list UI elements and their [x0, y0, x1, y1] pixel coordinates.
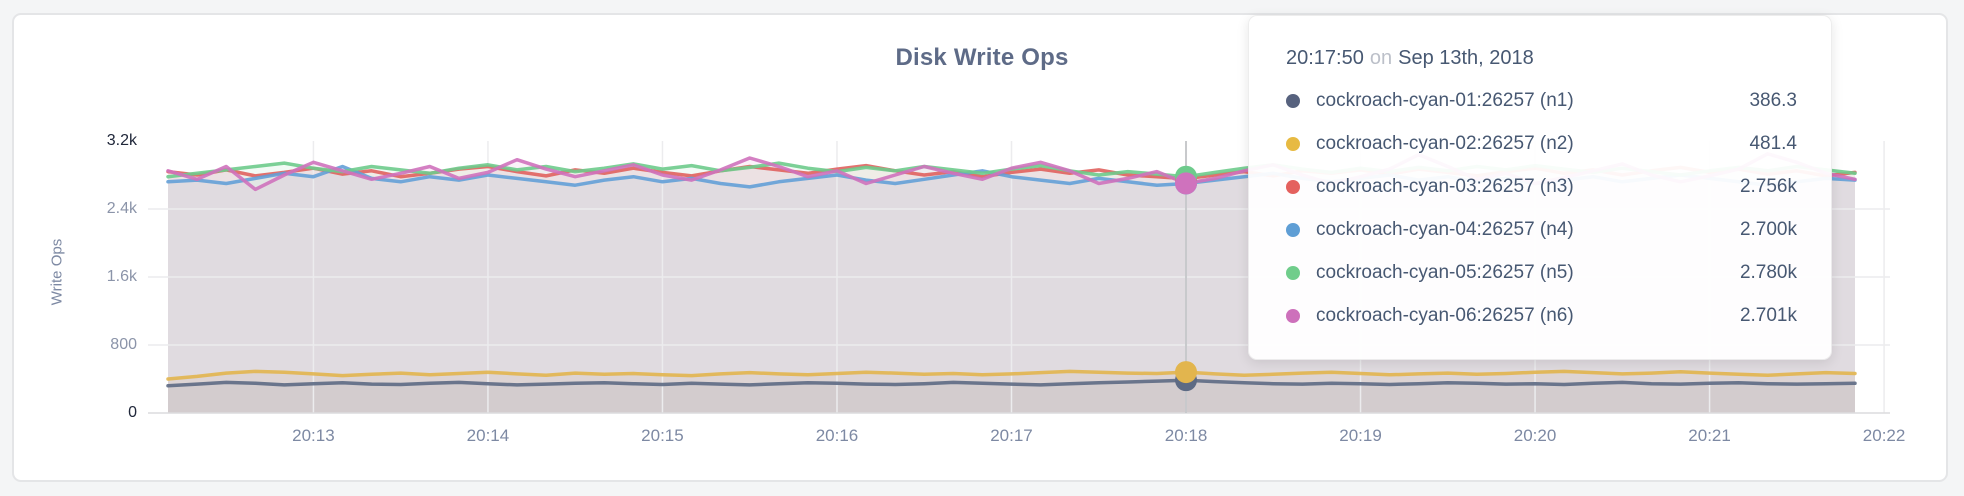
tooltip-series-value: 2.780k: [1739, 261, 1797, 283]
series-color-dot-icon: [1286, 222, 1300, 237]
x-tick-label: 20:14: [466, 426, 510, 445]
y-tick-label: 2.4k: [106, 200, 137, 217]
tooltip-time: 20:17:50: [1286, 47, 1364, 69]
tooltip-series-label: cockroach-cyan-03:26257 (n3): [1316, 175, 1574, 197]
tooltip-series-label: cockroach-cyan-06:26257 (n6): [1316, 304, 1574, 326]
tooltip-row: cockroach-cyan-01:26257 (n1) 386.3: [1249, 79, 1831, 122]
x-tick-label: 20:21: [1688, 426, 1731, 445]
tooltip-series-label: cockroach-cyan-02:26257 (n2): [1316, 132, 1574, 154]
tooltip-row: cockroach-cyan-04:26257 (n4) 2.700k: [1249, 208, 1831, 251]
series-color-dot-icon: [1286, 136, 1300, 151]
highlight-dot: [1175, 172, 1198, 195]
x-tick-label: 20:13: [292, 426, 335, 445]
tooltip-row: cockroach-cyan-03:26257 (n3) 2.756k: [1249, 165, 1831, 208]
y-tick-label: 3.2k: [106, 132, 137, 149]
y-tick-label: 0: [128, 404, 137, 421]
tooltip-series-label: cockroach-cyan-01:26257 (n1): [1316, 89, 1574, 111]
tooltip-series-label: cockroach-cyan-04:26257 (n4): [1316, 218, 1574, 240]
tooltip-on-word: on: [1369, 47, 1393, 69]
series-line: [166, 378, 1857, 388]
series-color-dot-icon: [1286, 179, 1300, 194]
chart-title: Disk Write Ops: [895, 44, 1069, 71]
tooltip-date: Sep 13th, 2018: [1398, 47, 1534, 69]
tooltip-series-value: 481.4: [1749, 132, 1797, 154]
x-tick-label: 20:18: [1164, 426, 1208, 445]
series-color-dot-icon: [1286, 308, 1300, 323]
series-color-dot-icon: [1286, 265, 1300, 280]
tooltip-series-value: 386.3: [1749, 89, 1797, 111]
series-line: [166, 369, 1857, 381]
tooltip-row: cockroach-cyan-05:26257 (n5) 2.780k: [1249, 251, 1831, 294]
hover-tooltip: 20:17:50 on Sep 13th, 2018 cockroach-cyan-…: [1248, 15, 1832, 360]
x-tick-label: 20:22: [1862, 426, 1906, 445]
tooltip-series-label: cockroach-cyan-05:26257 (n5): [1316, 261, 1574, 283]
y-tick-label: 1.6k: [106, 268, 137, 285]
tooltip-series-value: 2.756k: [1739, 175, 1797, 197]
x-tick-label: 20:20: [1513, 426, 1557, 445]
tooltip-series-value: 2.700k: [1739, 218, 1797, 240]
series-color-dot-icon: [1286, 93, 1300, 108]
tooltip-header: 20:17:50 on Sep 13th, 2018: [1286, 43, 1831, 73]
tooltip-row: cockroach-cyan-02:26257 (n2) 481.4: [1249, 122, 1831, 165]
tooltip-row: cockroach-cyan-06:26257 (n6) 2.701k: [1249, 294, 1831, 337]
y-tick-label: 800: [110, 336, 137, 353]
x-tick-label: 20:19: [1339, 426, 1382, 445]
tooltip-series-value: 2.701k: [1739, 304, 1797, 326]
tooltip-legend: cockroach-cyan-01:26257 (n1) 386.3 cockroa…: [1249, 79, 1831, 337]
highlight-dot: [1175, 361, 1198, 384]
x-tick-label: 20:17: [990, 426, 1033, 445]
x-tick-label: 20:16: [815, 426, 859, 445]
x-tick-label: 20:15: [641, 426, 684, 445]
